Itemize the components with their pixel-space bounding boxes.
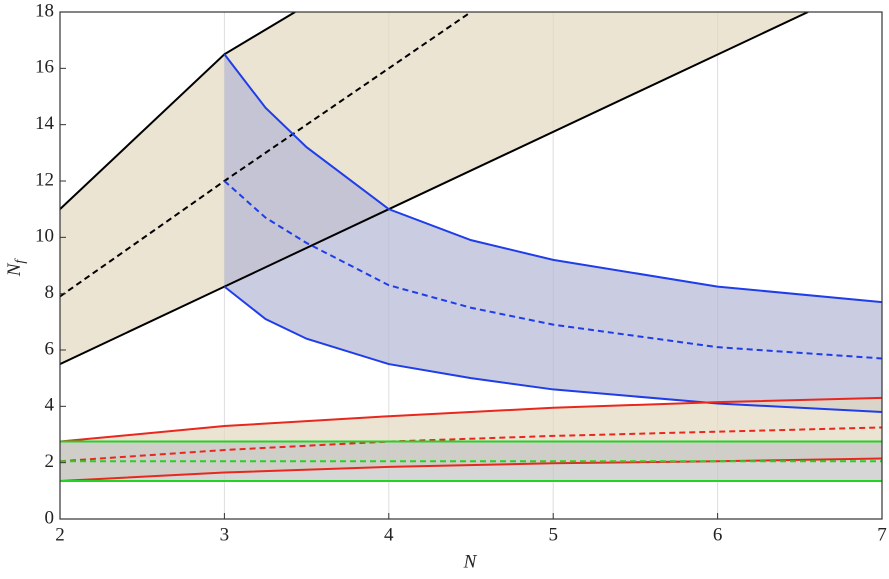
x-tick-label: 5 <box>548 524 558 545</box>
x-tick-label: 6 <box>713 524 723 545</box>
y-tick-label: 10 <box>35 226 54 247</box>
y-tick-label: 12 <box>35 169 54 190</box>
y-tick-label: 6 <box>45 338 55 359</box>
y-tick-label: 16 <box>35 57 54 78</box>
x-axis-label: N <box>463 551 478 572</box>
y-tick-label: 2 <box>45 451 55 472</box>
plot-frame <box>59 11 883 520</box>
y-tick-label: 14 <box>35 113 55 134</box>
y-tick-label: 4 <box>45 395 55 416</box>
x-tick-label: 7 <box>877 524 887 545</box>
lines <box>60 12 882 482</box>
y-tick-label: 18 <box>35 0 54 21</box>
band-lower-line <box>223 285 882 413</box>
y-tick-label: 0 <box>45 507 55 528</box>
band-fill <box>224 54 882 412</box>
x-tick-label: 2 <box>55 524 65 545</box>
y-axis-label-sub: f <box>13 258 28 264</box>
fills <box>60 12 882 519</box>
band-upper-line <box>60 396 882 443</box>
x-tick-label: 4 <box>384 524 394 545</box>
band-center-line <box>223 180 882 360</box>
band-center-line <box>60 426 882 463</box>
y-axis-label: Nf <box>4 258 28 278</box>
x-tick-label: 3 <box>220 524 230 545</box>
y-axis-label-main: N <box>4 262 25 277</box>
band-lower-line <box>60 12 809 365</box>
band-upper-line <box>223 53 882 304</box>
y-tick-label: 8 <box>45 282 55 303</box>
